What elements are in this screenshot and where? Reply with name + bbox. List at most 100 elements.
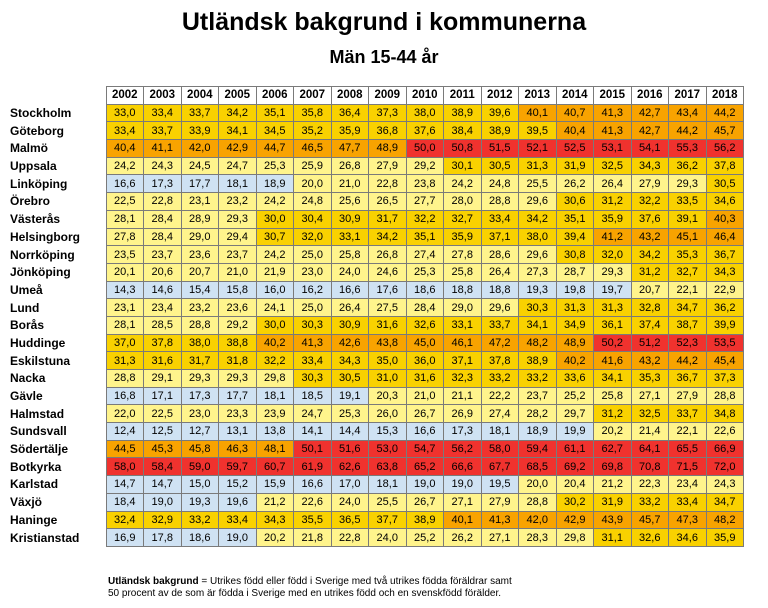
heatmap-cell: 29,6 — [518, 192, 557, 211]
heatmap-cell: 20,0 — [518, 475, 557, 494]
heatmap-cell: 27,1 — [480, 528, 519, 547]
heatmap-cell: 34,8 — [705, 404, 744, 424]
heatmap-cell: 30,3 — [293, 369, 332, 388]
heatmap-cell: 58,0 — [105, 457, 144, 477]
heatmap-cell: 31,0 — [368, 369, 407, 388]
row-label: Linköping — [10, 176, 68, 191]
heatmap-cell: 31,6 — [143, 351, 182, 370]
heatmap-cell: 33,2 — [180, 510, 219, 530]
heatmap-cell: 66,6 — [443, 457, 482, 477]
heatmap-cell: 15,9 — [255, 475, 294, 494]
heatmap-cell: 23,1 — [180, 192, 219, 211]
heatmap-cell: 32,6 — [405, 315, 444, 335]
heatmap-cell: 16,6 — [105, 174, 144, 194]
row-label: Malmö — [10, 141, 49, 156]
heatmap-cell: 29,8 — [555, 528, 594, 547]
heatmap-cell: 28,8 — [180, 315, 219, 335]
table-row: Norrköping 23,5 23,7 23,6 23,7 24,2 25,0 25,8 26… — [8, 245, 744, 264]
heatmap-cell: 37,8 — [705, 156, 744, 176]
heatmap-cell: 40,1 — [518, 103, 557, 123]
table-row: Jönköping 20,1 20,6 20,7 21,0 21,9 23,0 24,0 24,… — [8, 262, 744, 282]
heatmap-cell: 36,1 — [593, 315, 632, 335]
heatmap-cell: 48,2 — [705, 510, 744, 530]
heatmap-cell: 27,3 — [518, 262, 557, 282]
heatmap-cell: 64,1 — [630, 439, 669, 459]
heatmap-cell: 30,8 — [555, 245, 594, 264]
heatmap-cell: 20,4 — [555, 475, 594, 494]
heatmap-cell: 43,4 — [668, 103, 707, 123]
heatmap-cell: 37,6 — [405, 121, 444, 141]
heatmap-cell: 26,8 — [368, 245, 407, 264]
heatmap-cell: 34,3 — [630, 156, 669, 176]
heatmap-cell: 42,7 — [630, 103, 669, 123]
heatmap-cell: 26,4 — [330, 298, 369, 317]
year-header-2015: 2015 — [593, 86, 632, 105]
heatmap-cell: 35,1 — [555, 209, 594, 229]
heatmap-cell: 40,2 — [255, 333, 294, 353]
heatmap-cell: 47,7 — [330, 139, 369, 158]
heatmap-cell: 34,1 — [218, 121, 257, 141]
table-row: Karlstad 14,7 14,7 15,0 15,2 15,9 16,6 17,0 18,1… — [8, 475, 744, 494]
heatmap-cell: 45,0 — [405, 333, 444, 353]
heatmap-cell: 46,1 — [443, 333, 482, 353]
heatmap-cell: 22,8 — [143, 192, 182, 211]
heatmap-cell: 15,0 — [180, 475, 219, 494]
table-row: Halmstad 22,0 22,5 23,0 23,3 23,9 24,7 25,3 26,0… — [8, 404, 744, 424]
heatmap-cell: 22,1 — [668, 280, 707, 300]
heatmap-cell: 29,6 — [480, 298, 519, 317]
row-label: Karlstad — [10, 477, 59, 492]
heatmap-cell: 29,3 — [593, 262, 632, 282]
heatmap-cell: 53,5 — [705, 333, 744, 353]
heatmap-cell: 58,0 — [480, 439, 519, 459]
heatmap-cell: 42,0 — [180, 139, 219, 158]
heatmap-cell: 31,3 — [518, 156, 557, 176]
heatmap-cell: 42,9 — [555, 510, 594, 530]
heatmap-cell: 43,2 — [630, 351, 669, 370]
table-row: Malmö 40,4 41,1 42,0 42,9 44,7 46,5 47,7 48,9 50,… — [8, 139, 744, 158]
heatmap-cell: 12,4 — [105, 422, 144, 441]
heatmap-cell: 32,0 — [293, 227, 332, 247]
heatmap-cell: 72,0 — [705, 457, 744, 477]
heatmap-cell: 19,0 — [443, 475, 482, 494]
heatmap-cell: 26,5 — [368, 192, 407, 211]
heatmap-cell: 32,3 — [443, 369, 482, 388]
heatmap-cell: 24,3 — [705, 475, 744, 494]
heatmap-cell: 16,6 — [405, 422, 444, 441]
heatmap-cell: 45,3 — [143, 439, 182, 459]
heatmap-cell: 33,0 — [105, 103, 144, 123]
table-row: Huddinge 37,0 37,8 38,0 38,8 40,2 41,3 42,6 43,8… — [8, 333, 744, 353]
heatmap-cell: 12,5 — [143, 422, 182, 441]
row-label: Västerås — [10, 212, 61, 227]
heatmap-cell: 32,5 — [593, 156, 632, 176]
heatmap-cell: 53,1 — [593, 139, 632, 158]
heatmap-cell: 25,5 — [518, 174, 557, 194]
heatmap-cell: 21,4 — [630, 422, 669, 441]
heatmap-cell: 22,0 — [105, 404, 144, 424]
heatmap-cell: 43,8 — [368, 333, 407, 353]
heatmap-cell: 45,7 — [630, 510, 669, 530]
heatmap-cell: 31,2 — [630, 262, 669, 282]
heatmap-cell: 66,9 — [705, 439, 744, 459]
heatmap-cell: 22,6 — [705, 422, 744, 441]
table-row: Linköping 16,6 17,3 17,7 18,1 18,9 20,0 21,0 22,… — [8, 174, 744, 194]
heatmap-cell: 24,7 — [293, 404, 332, 424]
heatmap-cell: 29,0 — [180, 227, 219, 247]
heatmap-cell: 27,1 — [630, 386, 669, 406]
heatmap-cell: 28,5 — [143, 315, 182, 335]
heatmap-cell: 38,8 — [218, 333, 257, 353]
heatmap-cell: 19,1 — [330, 386, 369, 406]
heatmap-cell: 25,8 — [593, 386, 632, 406]
heatmap-cell: 25,8 — [443, 262, 482, 282]
table-row: Sundsvall 12,4 12,5 12,7 13,1 13,8 14,1 14,4 15,… — [8, 422, 744, 441]
heatmap-cell: 42,0 — [518, 510, 557, 530]
heatmap-table: 2002 2003 2004 2005 2006 2007 2008 2009 2010 2011… — [8, 86, 744, 547]
heatmap-cell: 34,3 — [330, 351, 369, 370]
heatmap-cell: 16,6 — [330, 280, 369, 300]
heatmap-cell: 60,7 — [255, 457, 294, 477]
heatmap-cell: 31,3 — [555, 298, 594, 317]
heatmap-cell: 25,3 — [330, 404, 369, 424]
heatmap-cell: 15,2 — [218, 475, 257, 494]
heatmap-cell: 31,6 — [368, 315, 407, 335]
heatmap-cell: 30,5 — [330, 369, 369, 388]
heatmap-cell: 38,0 — [405, 103, 444, 123]
